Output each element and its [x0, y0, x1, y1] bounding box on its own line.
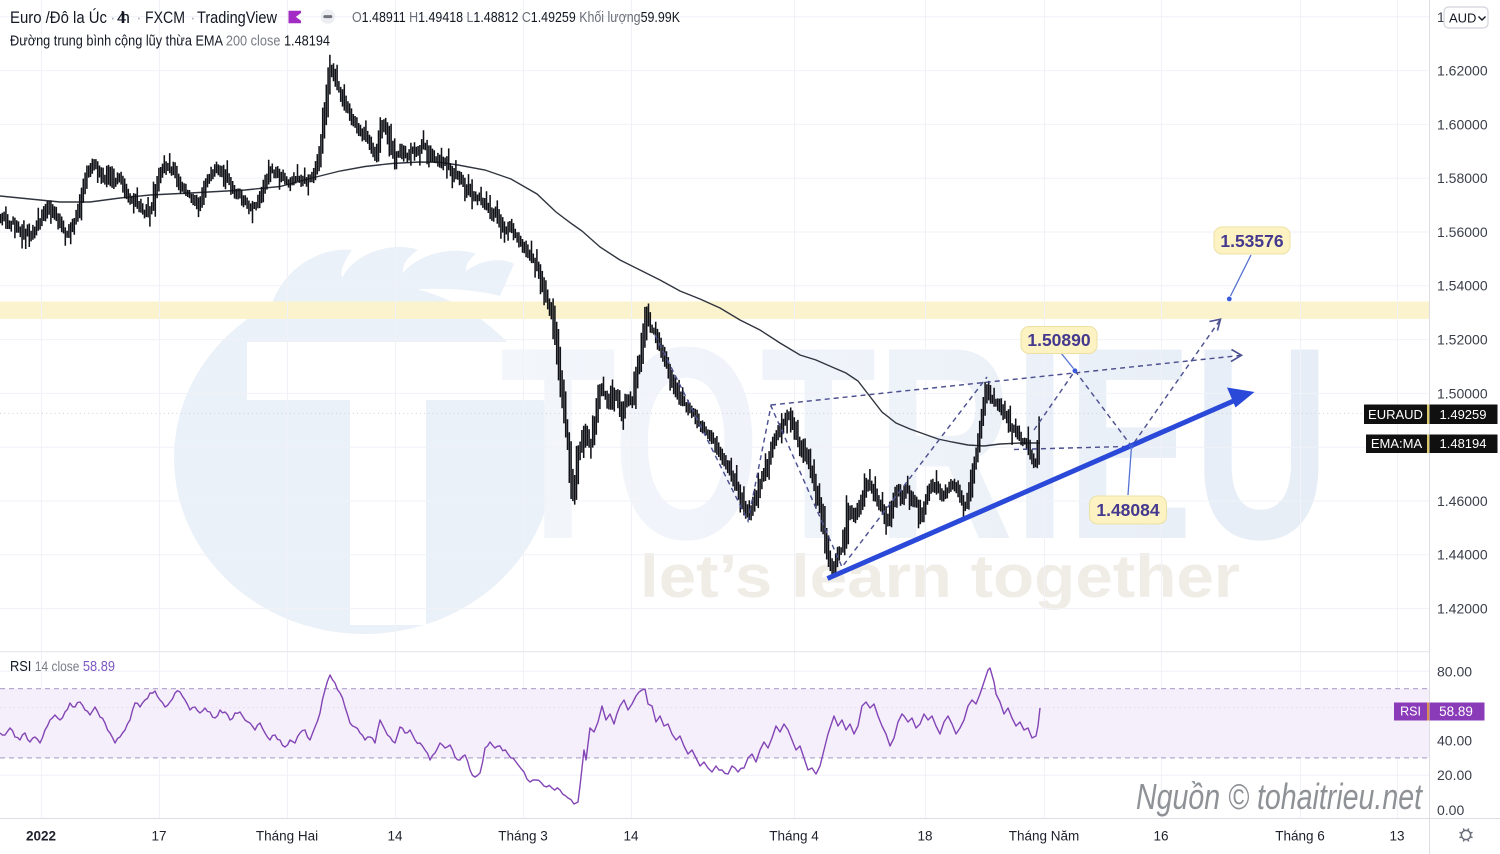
svg-text:1.52000: 1.52000: [1437, 332, 1488, 348]
svg-text:40.00: 40.00: [1437, 733, 1472, 749]
svg-text:1.53576: 1.53576: [1220, 231, 1284, 251]
svg-text:20.00: 20.00: [1437, 767, 1472, 783]
svg-text:0.00: 0.00: [1437, 802, 1464, 818]
svg-text:1.50000: 1.50000: [1437, 385, 1488, 401]
svg-text:1.48084: 1.48084: [1096, 500, 1160, 520]
svg-text:1.50890: 1.50890: [1027, 330, 1091, 350]
svg-text:58.89: 58.89: [1439, 704, 1473, 719]
svg-text:80.00: 80.00: [1437, 663, 1472, 679]
svg-text:1.42000: 1.42000: [1437, 600, 1488, 616]
svg-text:1.60000: 1.60000: [1437, 116, 1488, 132]
svg-text:Tháng Năm: Tháng Năm: [1009, 829, 1080, 844]
svg-text:let’s learn together: let’s learn together: [640, 543, 1240, 610]
svg-text:14: 14: [623, 829, 639, 844]
svg-text:1.44000: 1.44000: [1437, 547, 1488, 563]
svg-text:RSI 14 close 58.89: RSI 14 close 58.89: [10, 659, 115, 675]
svg-text:17: 17: [151, 829, 166, 844]
svg-text:EURAUD: EURAUD: [1368, 407, 1423, 422]
svg-text:1.48194: 1.48194: [1440, 436, 1487, 451]
svg-text:TOTRIEU: TOTRIEU: [500, 291, 1330, 597]
svg-text:18: 18: [917, 829, 932, 844]
svg-text:14: 14: [387, 829, 403, 844]
svg-text:Tháng 6: Tháng 6: [1275, 829, 1325, 844]
svg-text:1.58000: 1.58000: [1437, 170, 1488, 186]
svg-text:O1.48911 H1.49418 L1.48812 C1.: O1.48911 H1.49418 L1.48812 C1.49259 Khối…: [352, 9, 680, 26]
svg-text:Tháng Hai: Tháng Hai: [256, 829, 318, 844]
svg-text:16: 16: [1153, 829, 1168, 844]
svg-text:RSI: RSI: [1400, 705, 1421, 719]
svg-text:1.62000: 1.62000: [1437, 63, 1488, 79]
svg-text:AUD: AUD: [1449, 11, 1476, 26]
svg-text:EMA:MA: EMA:MA: [1371, 436, 1423, 451]
svg-text:1.46000: 1.46000: [1437, 493, 1488, 509]
svg-text:13: 13: [1389, 829, 1404, 844]
svg-text:Tháng 3: Tháng 3: [498, 829, 548, 844]
svg-text:Euro /Đô la Úc·4h·FXCM·Trading: Euro /Đô la Úc ·4h · FXCM ·TradingView: [10, 8, 278, 27]
svg-text:Tháng 4: Tháng 4: [769, 829, 819, 844]
svg-text:Nguồn © tohaitrieu.net: Nguồn © tohaitrieu.net: [1136, 776, 1424, 817]
svg-text:1.56000: 1.56000: [1437, 224, 1488, 240]
svg-text:1.54000: 1.54000: [1437, 278, 1488, 294]
svg-text:1.49259: 1.49259: [1440, 407, 1487, 422]
svg-text:Đường trung bình cộng lũy thừa: Đường trung bình cộng lũy thừa EMA 200 c…: [10, 33, 330, 50]
svg-text:2022: 2022: [26, 829, 56, 844]
